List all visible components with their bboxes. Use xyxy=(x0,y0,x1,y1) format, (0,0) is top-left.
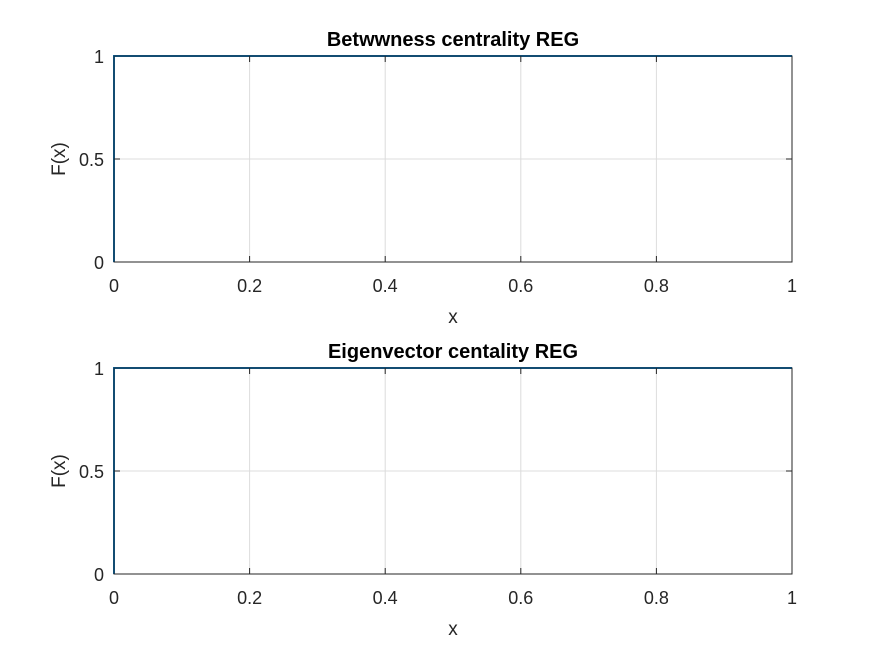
chart-title: Eigenvector centality REG xyxy=(328,341,578,363)
x-axis-label: x xyxy=(448,307,458,328)
y-tick-label: 0.5 xyxy=(79,462,104,482)
y-tick-label: 0.5 xyxy=(79,150,104,170)
x-tick-label: 1 xyxy=(787,276,797,296)
x-tick-label: 0.4 xyxy=(373,588,398,608)
x-tick-label: 0.2 xyxy=(237,276,262,296)
x-tick-label: 1 xyxy=(787,588,797,608)
x-axis-label: x xyxy=(448,619,458,640)
x-tick-label: 0.8 xyxy=(644,588,669,608)
x-tick-label: 0.4 xyxy=(373,276,398,296)
y-tick-label: 1 xyxy=(94,47,104,67)
subplot-betweenness: 0 0.2 0.4 0.6 0.8 1 0 0.5 1 Betwwness centrality … xyxy=(49,29,797,328)
chart-title: Betwwness centrality REG xyxy=(327,29,579,51)
subplot-eigenvector: 0 0.2 0.4 0.6 0.8 1 0 0.5 1 Eigenvector centality… xyxy=(49,341,797,640)
x-tick-label: 0.6 xyxy=(508,588,533,608)
x-tick-label: 0.8 xyxy=(644,276,669,296)
y-axis-label: F(x) xyxy=(49,454,70,488)
x-tick-label: 0 xyxy=(109,588,119,608)
y-tick-label: 1 xyxy=(94,359,104,379)
y-tick-label: 0 xyxy=(94,565,104,585)
x-tick-label: 0.2 xyxy=(237,588,262,608)
x-tick-label: 0.6 xyxy=(508,276,533,296)
x-tick-label: 0 xyxy=(109,276,119,296)
y-axis-label: F(x) xyxy=(49,142,70,176)
y-tick-label: 0 xyxy=(94,253,104,273)
